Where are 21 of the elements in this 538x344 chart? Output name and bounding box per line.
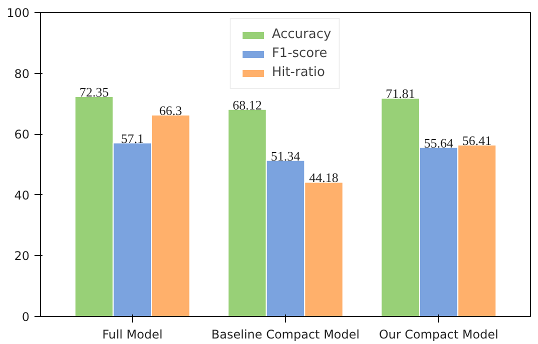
data-label: 71.81 <box>386 86 415 102</box>
data-label: 68.12 <box>232 97 262 112</box>
data-label: 44.18 <box>309 170 338 186</box>
legend-label: Hit-ratio <box>272 65 325 80</box>
data-label: 66.3 <box>159 102 182 118</box>
y-tick-label: 80 <box>14 66 30 81</box>
x-tick-label: Full Model <box>102 328 163 342</box>
y-tick-label: 0 <box>22 310 30 324</box>
legend-label: Accuracy <box>272 27 332 42</box>
data-label: 56.41 <box>462 133 492 148</box>
data-label: 51.34 <box>270 148 301 164</box>
y-tick-label: 40 <box>14 188 30 202</box>
x-tick-label: Baseline Compact Model <box>211 328 360 342</box>
x-tick-label: Our Compact Model <box>378 328 498 342</box>
data-label: 72.35 <box>79 84 109 100</box>
data-label: 55.64 <box>424 135 454 150</box>
y-tick-label: 100 <box>6 6 30 20</box>
y-tick-label: 60 <box>14 128 30 142</box>
legend-label: F1-score <box>272 46 328 61</box>
data-label: 57.1 <box>121 130 144 146</box>
y-tick-label: 20 <box>14 249 30 264</box>
